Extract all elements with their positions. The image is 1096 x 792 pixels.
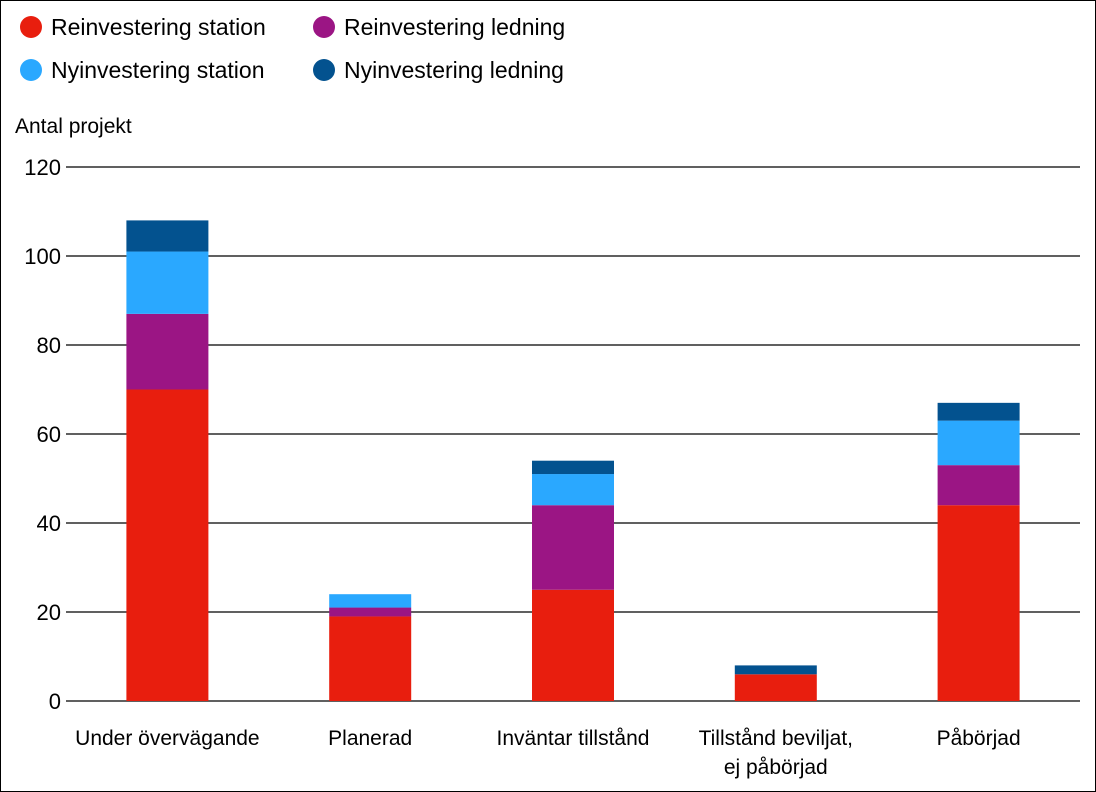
bar-under-overvagande-nyinvestering-ledning: [126, 220, 209, 252]
bar-paborjad-reinvestering-station: [937, 505, 1020, 701]
bar-under-overvagande-reinvestering-ledning: [126, 313, 209, 390]
bar-planerad-reinvestering-station: [329, 616, 412, 701]
category-label-tillstand-beviljat-ej-paborjad: Tillstånd beviljat, ej påbörjad: [699, 727, 853, 779]
legend-swatch-reinvestering-station: [20, 16, 42, 38]
bar-tillstand-beviljat-ej-paborjad-reinvestering-station: [734, 674, 817, 701]
bar-under-overvagande-reinvestering-station: [126, 389, 209, 701]
y-tick-40: 40: [37, 511, 61, 536]
y-axis-label: Antal projekt: [15, 115, 132, 138]
bar-invantar-tillstand-nyinvestering-station: [532, 474, 614, 506]
legend-swatch-nyinvestering-ledning: [313, 59, 335, 81]
category-label-under-overvagande: Under övervägande: [75, 727, 259, 750]
y-tick-0: 0: [49, 689, 61, 714]
bars: [126, 220, 1020, 701]
legend: Reinvestering station Reinvestering ledni…: [20, 14, 565, 83]
legend-label-reinvestering-station: Reinvestering station: [51, 14, 266, 40]
y-tick-20: 20: [37, 600, 61, 625]
bar-planerad-nyinvestering-station: [329, 594, 412, 608]
category-label-planerad: Planerad: [328, 727, 412, 750]
legend-label-reinvestering-ledning: Reinvestering ledning: [344, 14, 565, 40]
legend-label-nyinvestering-ledning: Nyinvestering ledning: [344, 57, 564, 83]
y-tick-labels: 0 20 40 60 80 100 120: [24, 155, 61, 714]
legend-swatch-reinvestering-ledning: [313, 16, 335, 38]
category-label-invantar-tillstand: Inväntar tillstånd: [497, 727, 650, 750]
legend-swatch-nyinvestering-station: [20, 59, 42, 81]
bar-invantar-tillstand-reinvestering-ledning: [532, 505, 614, 590]
y-tick-100: 100: [24, 244, 61, 269]
bar-invantar-tillstand-nyinvestering-ledning: [532, 460, 614, 475]
bar-paborjad-nyinvestering-station: [937, 420, 1020, 466]
legend-label-nyinvestering-station: Nyinvestering station: [51, 57, 265, 83]
bar-tillstand-beviljat-ej-paborjad-nyinvestering-ledning: [734, 665, 817, 675]
bar-paborjad-reinvestering-ledning: [937, 465, 1020, 506]
bar-planerad-reinvestering-ledning: [329, 607, 412, 617]
category-label-paborjad: Påbörjad: [937, 727, 1021, 750]
y-tick-80: 80: [37, 333, 61, 358]
y-tick-60: 60: [37, 422, 61, 447]
category-labels: Under övervägande Planerad Inväntar tillst…: [75, 727, 1020, 779]
bar-invantar-tillstand-reinvestering-station: [532, 589, 614, 701]
bar-under-overvagande-nyinvestering-station: [126, 251, 209, 314]
bar-paborjad-nyinvestering-ledning: [937, 402, 1020, 421]
y-tick-120: 120: [24, 155, 61, 180]
